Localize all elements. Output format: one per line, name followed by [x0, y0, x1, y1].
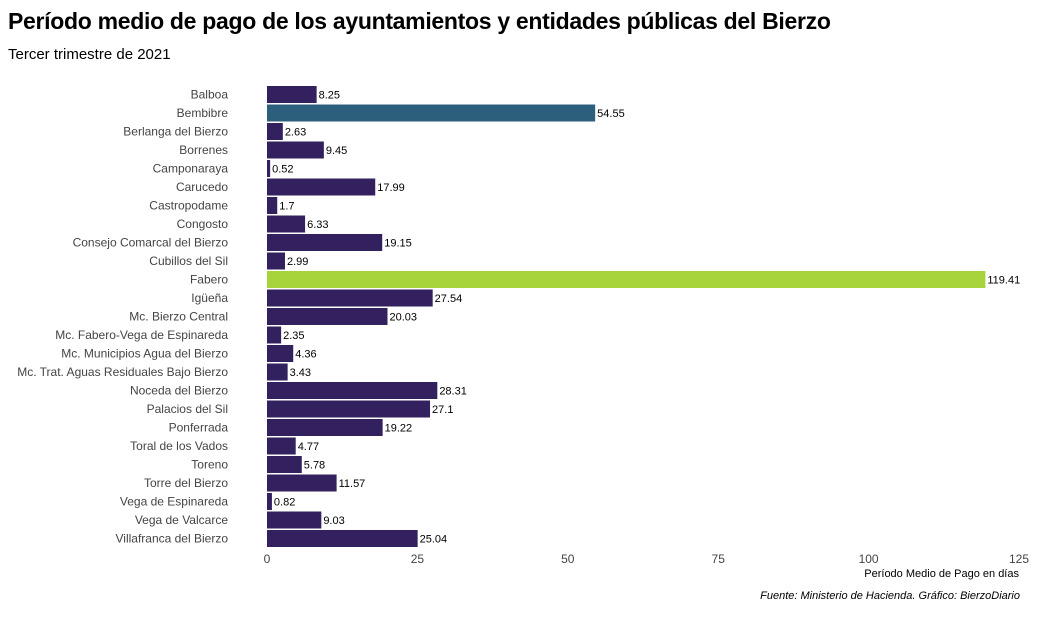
- bar: [267, 289, 433, 307]
- category-label: Ponferrada: [169, 421, 229, 435]
- category-label: Consejo Comarcal del Bierzo: [73, 236, 229, 250]
- value-label: 2.35: [283, 330, 304, 342]
- bar: [267, 141, 324, 159]
- value-label: 25.04: [420, 534, 448, 546]
- category-label: Mc. Trat. Aguas Residuales Bajo Bierzo: [17, 365, 228, 379]
- value-label: 2.63: [285, 127, 306, 139]
- category-label: Palacios del Sil: [147, 402, 228, 416]
- category-label: Mc. Fabero-Vega de Espinareda: [55, 328, 228, 342]
- bar: [267, 437, 296, 455]
- value-label: 0.52: [272, 164, 293, 176]
- bar: [267, 271, 986, 288]
- category-label: Toreno: [191, 458, 228, 472]
- value-label: 19.15: [384, 238, 412, 250]
- bar: [267, 511, 322, 529]
- category-label: Toral de los Vados: [130, 439, 228, 453]
- x-tick-label: 0: [264, 552, 271, 566]
- chart-caption: Fuente: Ministerio de Hacienda. Gráfico:…: [760, 590, 1020, 602]
- bar: [267, 86, 317, 103]
- category-label: Mc. Bierzo Central: [129, 310, 228, 324]
- value-label: 0.82: [274, 497, 295, 509]
- value-label: 9.45: [326, 145, 347, 157]
- x-tick-label: 100: [859, 552, 879, 566]
- bar: [267, 493, 272, 510]
- bar: [267, 382, 438, 399]
- category-label: Noceda del Bierzo: [130, 384, 228, 398]
- value-label: 4.36: [295, 349, 316, 361]
- bars: [267, 86, 986, 547]
- category-label: Carucedo: [176, 180, 228, 194]
- value-label: 3.43: [290, 367, 311, 379]
- bar: [267, 160, 271, 177]
- bar: [267, 345, 294, 362]
- category-label: Borrenes: [179, 143, 228, 157]
- value-label: 19.22: [385, 423, 413, 435]
- x-tick-label: 25: [411, 552, 425, 566]
- value-labels: 8.25 54.55 2.63 9.45 0.52 17.99 1.7 6.33 19.15 2.…: [272, 90, 1020, 546]
- bar: [267, 400, 431, 418]
- category-label: Vega de Espinareda: [120, 495, 228, 509]
- x-tick-label: 75: [712, 552, 726, 566]
- category-label: Fabero: [190, 273, 228, 287]
- category-label: Balboa: [191, 88, 229, 102]
- bar: [267, 252, 285, 270]
- value-label: 6.33: [307, 219, 328, 231]
- value-label: 8.25: [319, 90, 340, 102]
- category-label: Camponaraya: [153, 162, 229, 176]
- x-axis-ticks: 0 25 50 75 100 125: [264, 552, 1030, 566]
- chart-subtitle: Tercer trimestre de 2021: [8, 46, 171, 63]
- bar: [267, 215, 306, 233]
- bar: [267, 178, 376, 196]
- value-label: 27.54: [435, 293, 463, 305]
- category-label: Berlanga del Bierzo: [123, 125, 228, 139]
- value-label: 11.57: [339, 478, 366, 490]
- x-axis-title: Período Medio de Pago en días: [864, 568, 1019, 580]
- value-label: 9.03: [323, 515, 344, 527]
- bar: [267, 419, 383, 436]
- bar: [267, 530, 418, 547]
- x-tick-label: 50: [561, 552, 575, 566]
- bar: [267, 474, 337, 492]
- category-label: Castropodame: [149, 199, 228, 213]
- bar: [267, 456, 302, 473]
- bar: [267, 197, 278, 214]
- bar: [267, 104, 596, 122]
- category-label: Vega de Valcarce: [135, 513, 229, 527]
- value-label: 28.31: [439, 386, 467, 398]
- chart-title: Período medio de pago de los ayuntamient…: [8, 8, 831, 34]
- value-label: 54.55: [597, 108, 625, 120]
- value-label: 5.78: [304, 460, 325, 472]
- value-label: 2.99: [287, 256, 308, 268]
- value-label: 17.99: [377, 182, 405, 194]
- category-label: Bembibre: [177, 106, 229, 120]
- bar: [267, 234, 383, 251]
- category-label: Congosto: [177, 217, 229, 231]
- bar: [267, 363, 288, 381]
- category-label: Igüeña: [191, 291, 228, 305]
- value-label: 4.77: [298, 441, 319, 453]
- category-label: Mc. Municipios Agua del Bierzo: [61, 347, 228, 361]
- value-label: 1.7: [279, 201, 294, 213]
- bar: [267, 308, 388, 325]
- category-label: Villafranca del Bierzo: [115, 532, 228, 546]
- bar: [267, 326, 282, 344]
- value-label: 119.41: [987, 275, 1020, 287]
- bar: [267, 123, 283, 140]
- category-label: Cubillos del Sil: [149, 254, 228, 268]
- value-label: 20.03: [390, 312, 418, 324]
- x-tick-label: 125: [1009, 552, 1029, 566]
- category-label: Torre del Bierzo: [144, 476, 228, 490]
- value-label: 27.1: [432, 404, 453, 416]
- category-labels: Balboa Bembibre Berlanga del Bierzo Borrene…: [17, 88, 228, 546]
